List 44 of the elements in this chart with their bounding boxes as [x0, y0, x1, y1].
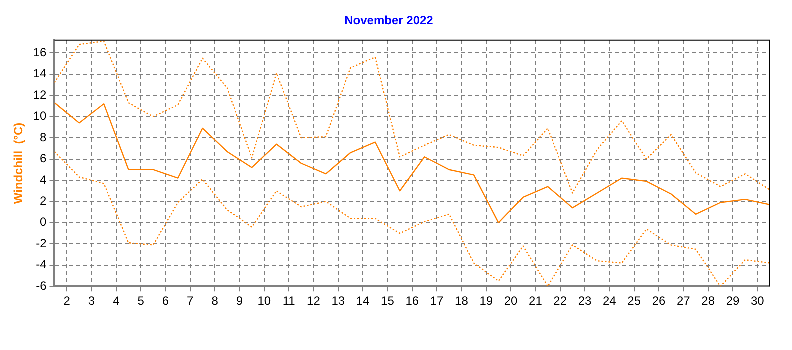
y-tick-label: 0 — [40, 215, 48, 230]
x-tick-label: 26 — [652, 294, 666, 308]
y-tick-label: -2 — [36, 236, 48, 250]
x-tick-label: 23 — [578, 294, 592, 308]
y-tick-label: 14 — [33, 66, 48, 81]
x-tick-label: 27 — [676, 294, 691, 308]
y-tick-label: 10 — [33, 109, 48, 124]
x-tick-label: 13 — [332, 294, 346, 308]
x-tick-label: 4 — [113, 294, 120, 308]
x-tick-label: 20 — [504, 294, 518, 308]
x-tick-label: 21 — [529, 294, 543, 308]
chart-title: November 2022 — [344, 14, 434, 28]
x-tick-label: 6 — [162, 294, 170, 308]
y-tick-label: 4 — [40, 172, 48, 187]
x-tick-label: 22 — [554, 294, 568, 308]
x-tick-label: 16 — [406, 294, 420, 308]
line-series — [54, 40, 770, 194]
x-tick-label: 12 — [307, 294, 321, 308]
x-tick-label: 15 — [381, 294, 395, 308]
x-tick-label: 19 — [480, 294, 494, 308]
y-tick-label: 6 — [40, 152, 48, 166]
x-tick-label: 29 — [726, 294, 740, 308]
y-tick-label: 8 — [40, 130, 48, 144]
x-tick-label: 17 — [430, 294, 444, 308]
x-tick-label: 24 — [603, 294, 617, 308]
y-tick-label: -4 — [36, 258, 48, 272]
x-tick-label: 25 — [628, 294, 642, 308]
y-axis-title: Windchill (°C) — [12, 122, 26, 204]
x-tick-label: 5 — [138, 294, 145, 308]
x-tick-label: 28 — [702, 294, 716, 308]
x-tick-label: 7 — [187, 294, 194, 308]
x-tick-label: 18 — [455, 294, 469, 308]
x-tick-label: 3 — [88, 294, 96, 308]
x-tick-label: 9 — [236, 294, 244, 308]
x-tick-label: 30 — [750, 294, 765, 308]
y-tick-label: 16 — [33, 45, 48, 60]
y-tick-label: -6 — [36, 278, 48, 293]
x-tick-label: 11 — [282, 294, 296, 308]
x-tick-label: 2 — [64, 294, 71, 308]
x-tick-label: 10 — [258, 294, 272, 308]
x-tick-label: 8 — [212, 294, 219, 308]
y-tick-label: 2 — [40, 194, 48, 208]
y-tick-label: 12 — [33, 88, 48, 102]
x-tick-label: 14 — [356, 294, 370, 308]
